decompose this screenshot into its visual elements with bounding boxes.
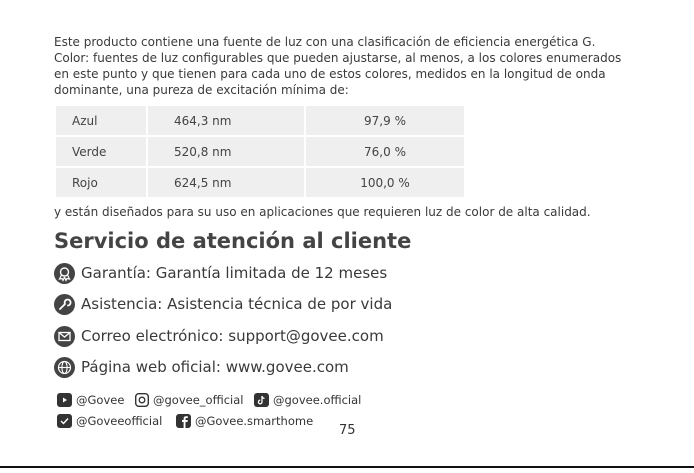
tiktok-icon <box>254 393 269 407</box>
table-row: Azul 464,3 nm 97,9 % <box>54 104 466 137</box>
contact-item: Asistencia: Asistencia técnica de por vi… <box>54 293 392 315</box>
text-line: dominante, una pureza de excitación míni… <box>54 83 349 97</box>
instagram-icon <box>135 393 149 407</box>
cell: 464,3 nm <box>146 104 306 137</box>
cell: 100,0 % <box>304 166 466 199</box>
contact-item: Garantía: Garantía limitada de 12 meses <box>54 262 387 284</box>
social-handle: @Goveeofficial <box>57 413 162 429</box>
item-text: Correo electrónico: support@govee.com <box>81 327 384 345</box>
cell: 520,8 nm <box>146 135 306 168</box>
youtube-icon <box>57 393 72 407</box>
cell: Azul <box>54 104 148 137</box>
item-text: Asistencia: Asistencia técnica de por vi… <box>81 295 393 313</box>
contact-item: Correo electrónico: support@govee.com <box>54 325 384 347</box>
color-table: Azul 464,3 nm 97,9 % Verde 520,8 nm 76,0… <box>54 104 466 199</box>
social-handle: @govee.official <box>254 392 361 408</box>
table-row: Verde 520,8 nm 76,0 % <box>54 135 466 168</box>
cell: Rojo <box>54 166 148 199</box>
cell: 624,5 nm <box>146 166 306 199</box>
warranty-icon <box>54 262 75 284</box>
bottom-rule <box>0 466 694 468</box>
cell: 76,0 % <box>304 135 466 168</box>
social-handle: @govee_official <box>135 392 243 408</box>
handle-text: @Govee <box>76 393 125 407</box>
handle-text: @govee_official <box>153 393 244 407</box>
cell: 97,9 % <box>304 104 466 137</box>
page-number: 75 <box>339 423 356 438</box>
twitter-icon <box>57 414 72 428</box>
cell: Verde <box>54 135 148 168</box>
handle-text: @Goveeofficial <box>76 414 163 428</box>
text-line: Color: fuentes de luz configurables que … <box>54 51 622 65</box>
after-table-text: y están diseñados para su uso en aplicac… <box>54 205 591 219</box>
intro-paragraph: Este producto contiene una fuente de luz… <box>54 34 654 98</box>
handle-text: @Govee.smarthome <box>195 414 314 428</box>
text-line: Este producto contiene una fuente de luz… <box>54 35 596 49</box>
handle-text: @govee.official <box>273 393 362 407</box>
social-handle: @Govee <box>57 392 124 408</box>
section-title: Servicio de atención al cliente <box>54 229 412 253</box>
email-icon <box>54 325 75 347</box>
facebook-icon <box>176 414 191 428</box>
text-line: en este punto y que tienen para cada uno… <box>54 67 606 81</box>
table-row: Rojo 624,5 nm 100,0 % <box>54 166 466 199</box>
item-text: Garantía: Garantía limitada de 12 meses <box>81 264 388 282</box>
web-icon <box>54 356 75 378</box>
item-text: Página web oficial: www.govee.com <box>81 358 349 376</box>
social-handle: @Govee.smarthome <box>176 413 313 429</box>
contact-item: Página web oficial: www.govee.com <box>54 356 349 378</box>
support-icon <box>54 293 75 315</box>
